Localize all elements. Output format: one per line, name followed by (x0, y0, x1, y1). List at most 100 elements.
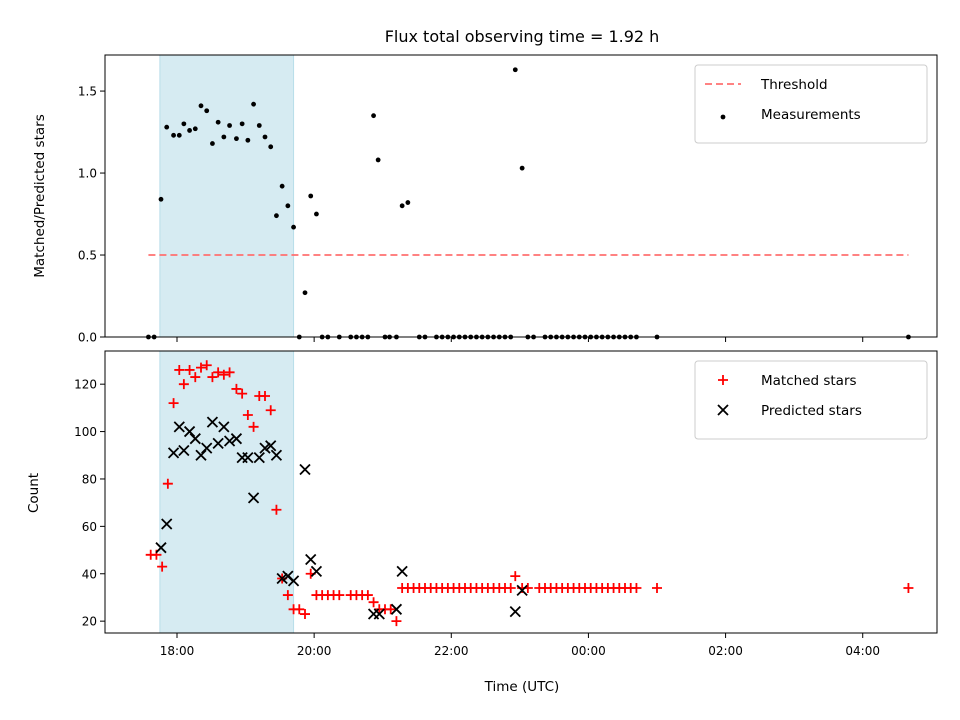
matched-stars-point (184, 364, 195, 375)
y-tick-label: 60 (82, 520, 97, 534)
measurement-point (302, 290, 308, 296)
measurement-point (399, 203, 405, 209)
x-tick-label: 00:00 (571, 644, 606, 658)
matched-stars-point (260, 391, 270, 402)
legend-box (694, 64, 928, 144)
chart-title: Flux total observing time = 1.92 h (385, 27, 660, 46)
matched-stars-point (237, 388, 248, 399)
matched-stars-point (196, 362, 206, 373)
matched-stars-point (391, 616, 402, 627)
bottom-panel-count-plot: 20 40 60 80 100 120 18:00 20:00 22:00 00:00 02:00 0… (74, 350, 938, 658)
predicted-stars-point (247, 492, 260, 504)
y-tick-label: 80 (82, 472, 97, 486)
measurement-point (268, 144, 274, 150)
measurement-point (176, 132, 182, 138)
matched-stars-point (174, 364, 185, 375)
measurement-point (192, 126, 198, 132)
matched-stars-point (903, 582, 914, 593)
legend-predicted-swatch (717, 404, 729, 416)
x-tick-label: 02:00 (708, 644, 743, 658)
x-tick-label: 22:00 (434, 644, 469, 658)
predicted-stars-point (161, 518, 173, 530)
predicted-stars-point (201, 442, 213, 454)
predicted-stars-point (367, 608, 380, 620)
matched-stars-point (248, 421, 259, 432)
top-y-axis-title: Matched/Predicted stars (32, 114, 48, 277)
measurement-point (198, 103, 204, 109)
matched-stars-point (213, 367, 224, 378)
predicted-stars-point (287, 575, 300, 587)
matched-stars-point (190, 372, 201, 383)
measurement-point (239, 121, 245, 127)
predicted-stars-point (155, 542, 167, 554)
predicted-stars-point (173, 421, 185, 433)
measurement-point (245, 137, 251, 143)
x-axis-title: Time (UTC) (484, 679, 560, 695)
matched-stars-point (168, 398, 179, 409)
measurement-point (221, 134, 227, 140)
predicted-stars-point (259, 442, 271, 454)
measurement-point (285, 203, 291, 209)
measurement-point (210, 141, 215, 146)
measurement-point (181, 121, 187, 127)
matched-stars-point (631, 582, 642, 593)
predicted-stars-point (189, 433, 201, 445)
measurement-point (512, 67, 518, 73)
measurement-point (279, 183, 285, 189)
predicted-stars-point (242, 452, 254, 464)
matched-stars-point (201, 360, 212, 371)
measurement-point (519, 165, 525, 171)
measurement-point (375, 157, 381, 163)
measurement-point (158, 196, 164, 202)
matched-stars-point (265, 405, 276, 416)
predicted-stars-point (276, 572, 288, 585)
legend: Matched stars Predicted stars (694, 360, 928, 440)
measurement-point (371, 113, 376, 119)
predicted-stars-point (390, 603, 403, 615)
y-tick-label: 1.5 (78, 85, 97, 99)
predicted-stars-point (396, 565, 408, 578)
legend-label: Measurements (761, 107, 861, 123)
measurement-point (251, 101, 256, 107)
predicted-stars-point (516, 584, 528, 596)
measurement-point (256, 123, 262, 128)
predicted-stars-point (509, 606, 521, 618)
predicted-stars-point (178, 444, 190, 457)
x-tick-label: 04:00 (845, 644, 880, 658)
observing-interval-shade (159, 350, 295, 634)
matched-stars-point (300, 609, 310, 620)
matched-stars-point (218, 369, 229, 380)
predicted-stars-point (253, 452, 265, 464)
y-tick-label: 120 (74, 378, 97, 392)
matched-stars-point (178, 379, 189, 390)
matched-stars-point (157, 561, 168, 572)
matched-stars-point (224, 367, 235, 378)
predicted-stars-point (218, 421, 230, 433)
legend-label: Predicted stars (761, 403, 862, 419)
predicted-stars-point (310, 565, 323, 578)
measurement-point (171, 132, 176, 138)
measurement-point (187, 128, 192, 133)
y-tick-label: 100 (74, 425, 97, 439)
bottom-y-axis-title: Count (26, 473, 42, 513)
predicted-stars-point (299, 463, 311, 476)
predicted-stars-point (183, 425, 196, 438)
y-tick-label: 0.0 (78, 331, 97, 345)
measurement-point (274, 213, 279, 219)
measurement-point (262, 134, 268, 140)
matched-stars-point (505, 582, 516, 593)
measurement-point (405, 200, 411, 205)
predicted-stars-point (270, 449, 283, 461)
top-panel-ratio-plot: 0.0 0.5 1.0 1.5 Threshold Measurements (78, 54, 938, 345)
predicted-stars-point (167, 447, 180, 459)
measurement-point (291, 224, 296, 230)
matched-stars-point (271, 504, 282, 515)
predicted-stars-point (265, 440, 277, 452)
measurement-point (314, 211, 319, 217)
predicted-stars-point (212, 437, 224, 450)
plot-frame (104, 54, 938, 338)
plot-frame (104, 350, 938, 634)
matched-stars-point (362, 590, 373, 601)
matched-stars-point (368, 597, 379, 608)
